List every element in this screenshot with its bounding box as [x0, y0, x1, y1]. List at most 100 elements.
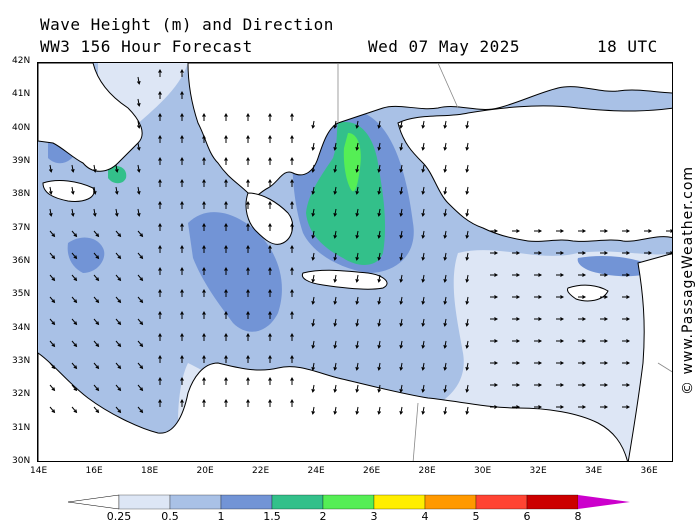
wave-arrow-head [560, 361, 565, 365]
wave-arrow [356, 230, 359, 238]
wave-arrow-head [73, 387, 78, 392]
wave-arrow-head [538, 229, 543, 233]
legend-swatch [271, 494, 324, 510]
longitude-label: 24E [307, 466, 325, 476]
wave-arrow-head [246, 310, 250, 315]
wave-arrow [334, 296, 337, 304]
wave-arrow [312, 164, 315, 172]
wave-arrow [400, 142, 403, 150]
wave-arrow-head [670, 251, 672, 255]
wave-arrow-head [582, 229, 587, 233]
wave-arrow [356, 186, 359, 194]
forecast-time: 18 UTC [597, 37, 658, 56]
wave-arrow-head [494, 251, 499, 255]
wave-arrow [400, 362, 403, 370]
wave-arrow-head [377, 278, 382, 283]
longitude-label: 28E [418, 466, 436, 476]
wave-arrow [378, 406, 381, 414]
wave-arrow-head [92, 190, 97, 195]
wave-arrow-head [355, 300, 360, 305]
wave-arrow-head [136, 190, 141, 195]
wave-arrow-head [224, 354, 228, 359]
wave-arrow [356, 252, 359, 260]
wave-arrow [422, 252, 425, 260]
wave-arrow [334, 186, 337, 194]
wave-arrow [93, 362, 99, 369]
wave-arrow-head [443, 146, 448, 151]
wave-arrow-head [604, 339, 609, 343]
wave-arrow [49, 274, 55, 281]
wave-arrow [466, 340, 469, 348]
wave-arrow [137, 318, 143, 325]
wave-arrow-head [268, 112, 272, 117]
balkans-land [187, 63, 672, 198]
wave-arrow-head [268, 288, 272, 293]
wave-arrow-head [180, 178, 184, 183]
wave-arrow-head [465, 410, 470, 415]
wave-arrow-head [355, 278, 360, 283]
wave-arrow [49, 318, 55, 325]
wave-arrow-head [224, 288, 228, 293]
wave-arrow [422, 230, 425, 238]
wave-arrow-head [51, 299, 56, 304]
wave-arrow [115, 208, 118, 216]
wave-arrow [466, 296, 469, 304]
wave-arrow [422, 406, 425, 414]
wave-arrow-head [443, 410, 448, 415]
wave-arrow-head [158, 178, 162, 183]
wave-arrow-head [268, 156, 272, 161]
wave-arrow [137, 406, 143, 413]
wave-arrow [312, 406, 315, 414]
wave-arrow-head [538, 383, 543, 387]
wave-arrow-head [443, 256, 448, 261]
wave-arrow-head [224, 222, 228, 227]
wave-arrow-head [202, 112, 206, 117]
wave-arrow-head [582, 251, 587, 255]
wave-arrow-head [51, 277, 56, 282]
wave-arrow-head [516, 273, 521, 277]
wave-arrow-head [421, 168, 426, 173]
wave-arrow [49, 384, 55, 391]
wave-arrow-head [136, 212, 141, 217]
wave-arrow-head [246, 398, 250, 403]
green-wave-region [343, 133, 361, 192]
wave-arrow-head [421, 146, 426, 151]
wave-arrow [137, 120, 140, 128]
wave-arrow-head [333, 212, 338, 217]
color-legend-bar [67, 494, 630, 510]
wave-arrow [49, 252, 55, 259]
wave-arrow [378, 120, 381, 128]
wave-arrow-head [70, 168, 75, 173]
wave-arrow-head [158, 354, 162, 359]
wave-arrow-head [290, 398, 294, 403]
wave-arrow [378, 252, 381, 260]
wave-arrow-head [421, 256, 426, 261]
wave-arrow-head [538, 251, 543, 255]
wave-arrow-head [158, 398, 162, 403]
wave-arrow [71, 318, 77, 325]
wave-arrow-head [246, 376, 250, 381]
wave-arrow-head [311, 366, 316, 371]
wave-arrow-head [355, 322, 360, 327]
wave-arrow-head [399, 256, 404, 261]
wave-arrow-head [377, 366, 382, 371]
wave-arrow-head [51, 409, 56, 414]
wave-arrow-head [626, 273, 631, 277]
wave-arrow-head [626, 317, 631, 321]
wave-arrow-head [73, 299, 78, 304]
wave-arrow-head [73, 255, 78, 260]
latitude-label: 40N [12, 122, 31, 133]
wave-arrow [422, 362, 425, 370]
legend-swatch [526, 494, 579, 510]
wave-arrow [115, 296, 121, 303]
wave-arrow-head [560, 339, 565, 343]
wave-arrow-head [560, 295, 565, 299]
wave-arrow [422, 208, 425, 216]
latitude-label: 33N [12, 356, 31, 366]
wave-map [37, 62, 673, 462]
longitude-label: 22E [252, 466, 270, 476]
wave-arrow-head [377, 234, 382, 239]
wave-arrow-head [136, 168, 141, 173]
wave-arrow [466, 318, 469, 326]
wave-arrow-head [246, 222, 250, 227]
